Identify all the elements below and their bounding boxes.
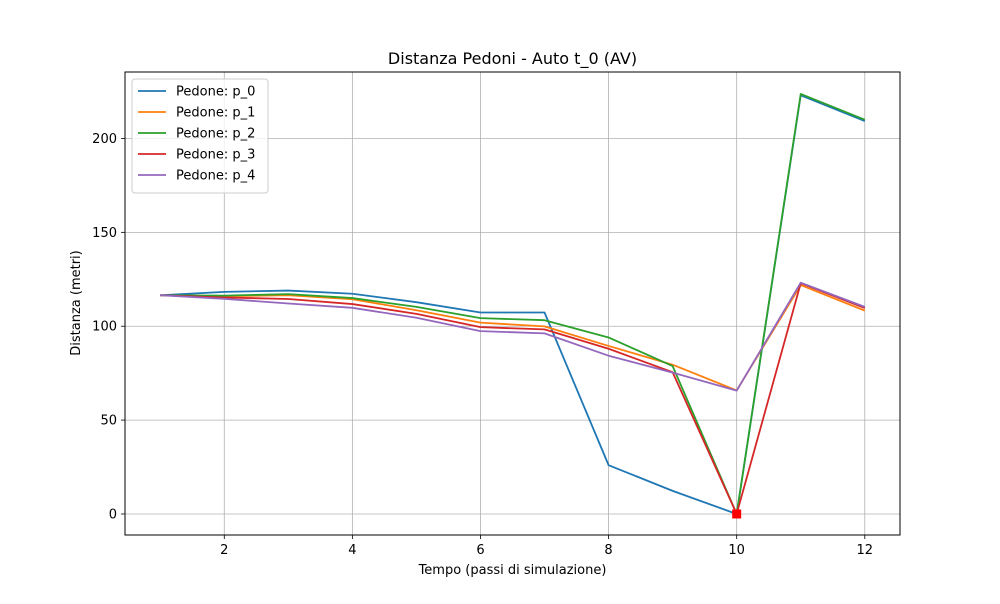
series-line-p3 [160, 282, 866, 515]
series-line-p4 [160, 281, 866, 392]
axis-ticks: 2 4 6 8 10 12 0 50 100 150 200 [92, 132, 873, 558]
axes-frame [124, 71, 901, 536]
x-axis-label: Tempo (passi di simulazione) [418, 563, 607, 578]
x-tick-label: 2 [220, 543, 228, 558]
y-tick-label: 200 [92, 132, 117, 147]
x-tick-label: 12 [856, 543, 873, 558]
legend-label: Pedone: p_0 [176, 85, 255, 100]
legend: Pedone: p_0 Pedone: p_1 Pedone: p_2 Pedone:… [131, 78, 269, 194]
legend-label: Pedone: p_3 [176, 148, 255, 163]
legend-label: Pedone: p_4 [176, 169, 255, 184]
marker-layer [732, 509, 742, 519]
chart-title: Distanza Pedoni - Auto t_0 (AV) [388, 49, 637, 69]
series-line-p2 [160, 93, 866, 515]
legend-label: Pedone: p_1 [176, 106, 255, 121]
y-tick-label: 0 [109, 507, 117, 522]
legend-label: Pedone: p_2 [176, 127, 255, 142]
x-tick-label: 10 [728, 543, 745, 558]
y-axis-label: Distanza (metri) [69, 250, 84, 355]
y-tick-label: 50 [100, 414, 117, 429]
series-layer [160, 93, 866, 515]
grid-lines [125, 72, 900, 535]
legend-box [131, 78, 269, 194]
x-tick-label: 4 [348, 543, 356, 558]
x-tick-label: 8 [604, 543, 612, 558]
x-tick-label: 6 [476, 543, 484, 558]
collision-marker [732, 509, 742, 519]
y-tick-label: 150 [92, 226, 117, 241]
y-tick-label: 100 [92, 320, 117, 335]
